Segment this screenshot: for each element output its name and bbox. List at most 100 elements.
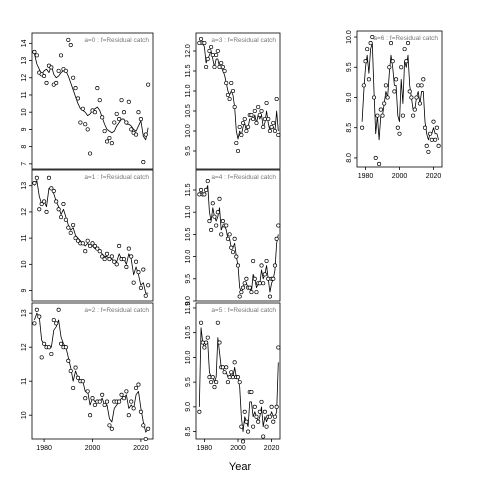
data-point [68, 42, 73, 48]
x-tick-label: 2020 [264, 445, 280, 452]
data-point [80, 241, 85, 246]
data-point [249, 389, 254, 395]
data-point [251, 258, 256, 264]
data-point [32, 181, 37, 186]
data-point [399, 65, 404, 70]
data-point [114, 262, 119, 267]
data-point [121, 110, 127, 115]
data-point [129, 254, 134, 259]
y-tick-label: 12.0 [185, 44, 192, 58]
data-point [267, 414, 272, 419]
data-point [232, 236, 237, 241]
data-point [230, 88, 236, 94]
data-point [259, 263, 264, 268]
data-point [56, 207, 61, 212]
data-point [34, 53, 39, 58]
data-point [257, 112, 262, 118]
data-point [217, 196, 222, 201]
data-point [88, 151, 93, 156]
data-point [385, 95, 390, 100]
data-point [95, 86, 100, 91]
data-point [138, 285, 143, 290]
y-tick-label: 9.5 [185, 274, 192, 284]
data-point [117, 399, 122, 404]
data-point [54, 321, 59, 326]
data-point [240, 285, 246, 290]
data-point [138, 117, 143, 122]
x-tick-label: 1980 [197, 445, 213, 452]
data-point [235, 263, 241, 268]
data-point [271, 120, 276, 126]
data-point [242, 116, 247, 122]
data-point [58, 53, 64, 58]
data-point [259, 399, 264, 404]
data-point [75, 96, 81, 101]
data-point [131, 280, 136, 285]
data-point [102, 257, 107, 262]
panel-a3: a=3 : f=Residual catch 9.5 10.0 10.5 11.0 11.… [185, 32, 281, 170]
data-point [264, 424, 269, 429]
data-point [214, 52, 219, 58]
data-point [214, 380, 219, 385]
data-point [104, 399, 110, 404]
data-point [235, 148, 241, 154]
data-point [247, 285, 252, 290]
data-point [257, 409, 262, 414]
data-point [209, 44, 214, 50]
data-point [242, 281, 247, 286]
data-point [212, 214, 217, 219]
data-point [229, 80, 234, 86]
data-point [141, 267, 146, 272]
data-point [207, 219, 212, 224]
data-point [215, 210, 220, 215]
data-point [225, 92, 230, 98]
data-point [266, 276, 271, 281]
x-tick-label: 2000 [392, 173, 408, 180]
data-point [49, 186, 54, 191]
data-point [37, 314, 42, 319]
data-point [95, 246, 100, 251]
data-point [100, 392, 105, 397]
data-point [251, 424, 256, 429]
data-point [229, 370, 234, 375]
data-point [272, 128, 278, 134]
y-tick-label: 12 [21, 343, 28, 351]
panel-a2: a=2 : f=Residual catch 10 11 12 13 1980 2000 20… [21, 302, 154, 452]
panel-label: a=0 : f=Residual catch [84, 37, 149, 44]
fitted-line [34, 312, 149, 433]
data-point [412, 107, 417, 112]
data-point [232, 360, 237, 365]
data-point [143, 436, 148, 442]
data-point [377, 161, 382, 167]
panel-a4: a=4 : f=Residual catch 9.0 9.5 10.0 10.5 11.0… [185, 169, 281, 306]
panel-a0: a=0 : f=Residual catch 7 8 9 10 11 12 13 14 [21, 32, 154, 170]
data-point [129, 127, 134, 132]
panel-frame [195, 169, 281, 302]
data-point [382, 101, 387, 106]
data-point [204, 64, 209, 70]
data-point [104, 139, 110, 144]
y-tick-label: 9 [21, 127, 28, 131]
data-point [244, 128, 249, 134]
panel-label: a=1 : f=Residual catch [84, 174, 149, 181]
data-point [75, 238, 81, 243]
data-point [107, 135, 112, 141]
data-point [242, 409, 247, 414]
data-point [411, 113, 416, 118]
data-point [257, 281, 262, 286]
data-point [44, 209, 49, 214]
fitted-line [199, 42, 279, 140]
data-point [124, 389, 129, 394]
data-point [235, 375, 241, 380]
data-point [244, 276, 249, 281]
y-tick-label: 11 [21, 91, 28, 98]
data-point [361, 83, 366, 88]
panel-a1: a=1 : f=Residual catch 9 10 11 12 13 [21, 169, 154, 302]
data-point [73, 86, 78, 91]
data-point [264, 258, 269, 264]
data-point [205, 179, 210, 184]
data-point [126, 246, 131, 251]
data-point [220, 219, 225, 224]
data-point [100, 115, 105, 120]
data-point [274, 236, 279, 241]
